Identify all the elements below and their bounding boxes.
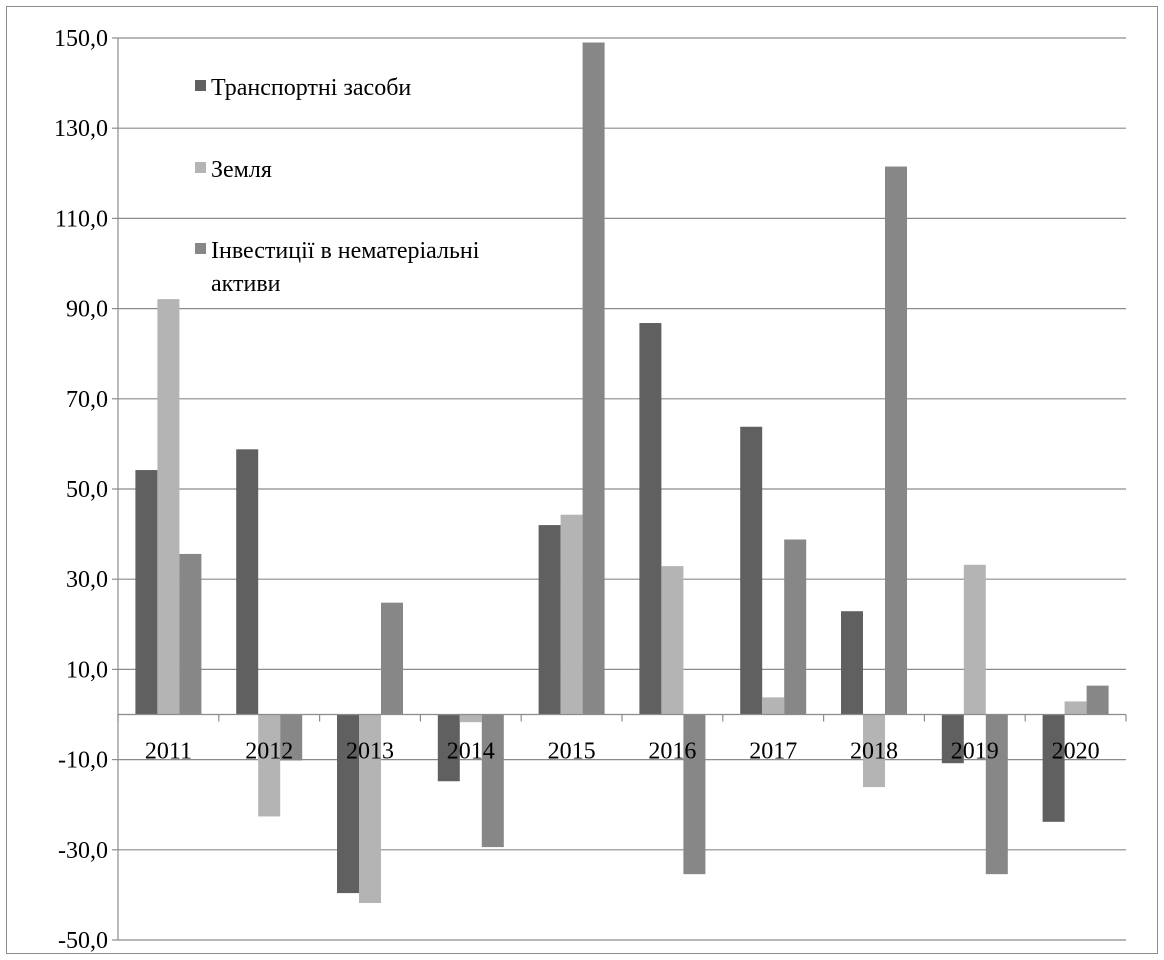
bar-3-2020 bbox=[1086, 685, 1109, 715]
bar-3-2015 bbox=[582, 42, 605, 715]
bar-2-2014 bbox=[459, 714, 482, 723]
legend-label-intangible-line1: Інвестиції в нематеріальні bbox=[211, 238, 480, 264]
y-tick-label: -10,0 bbox=[58, 748, 108, 774]
x-category-label: 2018 bbox=[850, 739, 898, 765]
y-tick-label: 150,0 bbox=[54, 26, 108, 52]
y-tick-label: 90,0 bbox=[66, 297, 108, 323]
y-tick-label: 30,0 bbox=[66, 567, 108, 593]
bar-3-2016 bbox=[683, 714, 706, 875]
legend: Транспортні засоби Земля Інвестиції в не… bbox=[195, 75, 480, 297]
bar-2-2016 bbox=[661, 566, 684, 715]
legend-swatch-land bbox=[195, 162, 206, 173]
bar-3-2012 bbox=[280, 714, 303, 761]
x-category-label: 2011 bbox=[145, 739, 192, 765]
bar-1-2017 bbox=[740, 426, 763, 715]
y-tick-label: 50,0 bbox=[66, 477, 108, 503]
bar-1-2018 bbox=[841, 611, 863, 715]
bar-1-2015 bbox=[538, 525, 561, 715]
bar-1-2011 bbox=[135, 470, 158, 715]
y-tick-label: -30,0 bbox=[58, 838, 108, 864]
gridlines bbox=[118, 37, 1126, 941]
bar-3-2013 bbox=[381, 602, 403, 715]
x-category-label: 2019 bbox=[951, 739, 999, 765]
bar-1-2013 bbox=[337, 714, 359, 894]
legend-label-intangible-line2: активи bbox=[211, 271, 281, 297]
y-tick-label: 110,0 bbox=[55, 206, 108, 232]
bar-2-2011 bbox=[157, 299, 180, 715]
bar-1-2014 bbox=[437, 714, 460, 782]
x-category-label: 2013 bbox=[346, 739, 394, 765]
bar-2-2015 bbox=[560, 514, 583, 715]
bar-2-2012 bbox=[258, 714, 281, 817]
x-axis: 2011 2012 2013 2014 2015 2016 2017 2018 2019 2020 bbox=[117, 713, 1127, 765]
bar-2-2020 bbox=[1064, 701, 1087, 715]
x-category-label: 2015 bbox=[548, 739, 596, 765]
legend-swatch-intangible bbox=[195, 243, 206, 254]
x-category-label: 2017 bbox=[749, 739, 797, 765]
bar-3-2017 bbox=[784, 539, 807, 715]
y-tick-label: 10,0 bbox=[66, 657, 108, 683]
bar-3-2019 bbox=[985, 714, 1008, 875]
bar-2-2013 bbox=[359, 714, 381, 904]
bar-2-2017 bbox=[762, 697, 785, 715]
bar-1-2012 bbox=[236, 449, 259, 715]
bar-1-2016 bbox=[639, 323, 662, 715]
x-category-label: 2012 bbox=[245, 739, 293, 765]
bar-3-2018 bbox=[885, 166, 907, 715]
bar-2-2018 bbox=[863, 714, 885, 788]
bar-3-2014 bbox=[481, 714, 504, 848]
x-category-label: 2014 bbox=[447, 739, 495, 765]
y-tick-label: 70,0 bbox=[66, 387, 108, 413]
legend-swatch-transport bbox=[195, 80, 206, 91]
x-category-label: 2020 bbox=[1052, 739, 1100, 765]
y-axis: -50,0 -30,0 -10,0 10,0 30,0 50,0 70,0 90,0 110,0… bbox=[54, 26, 119, 954]
legend-label-land: Земля bbox=[211, 157, 272, 183]
legend-label-transport: Транспортні засоби bbox=[211, 75, 411, 101]
bar-1-2020 bbox=[1042, 714, 1065, 822]
y-tick-label: -50,0 bbox=[58, 928, 108, 954]
bar-3-2011 bbox=[179, 553, 202, 715]
x-category-label: 2016 bbox=[648, 739, 696, 765]
bar-2-2019 bbox=[963, 564, 986, 715]
bars bbox=[135, 42, 1109, 904]
bar-1-2019 bbox=[941, 714, 964, 764]
y-tick-label: 130,0 bbox=[54, 116, 108, 142]
